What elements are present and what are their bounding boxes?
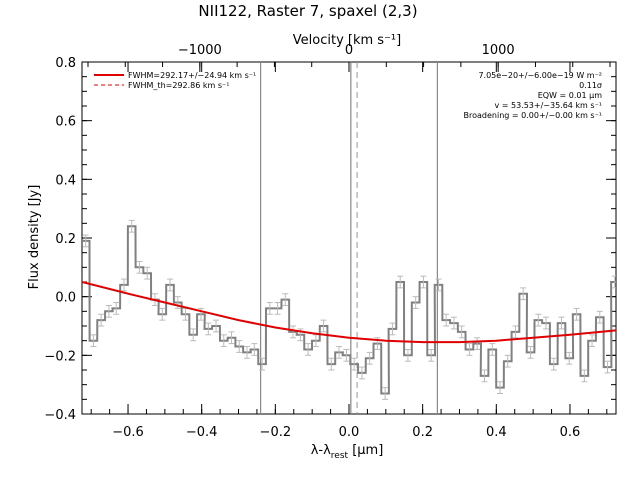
legend-label: FWHM_th=292.86 km s⁻¹	[128, 81, 229, 90]
legend-label: FWHM=292.17+/−24.94 km s⁻¹	[128, 71, 256, 80]
annotation-line: v = 53.53+/−35.64 km s⁻¹	[494, 101, 602, 110]
top-axis-label: Velocity [km s⁻¹]	[293, 33, 401, 48]
fit-curve	[82, 281, 616, 344]
y-tick-label: 0.8	[55, 56, 76, 71]
y-tick-label: 0.4	[55, 173, 76, 188]
y-tick-label: −0.4	[44, 408, 76, 423]
annotation-line: EQW = 0.01 μm	[538, 91, 602, 100]
annotation-line: 7.05e−20+/−6.00e−19 W m⁻²	[478, 71, 602, 80]
x-tick-label: 0.6	[560, 425, 581, 440]
annotation-line: 0.11σ	[579, 81, 602, 90]
chart-title: NII122, Raster 7, spaxel (2,3)	[198, 2, 417, 20]
x-axis-label-unit: [μm]	[348, 443, 383, 458]
y-tick-label: 0.2	[55, 232, 76, 247]
y-axis-label: Flux density [Jy]	[27, 185, 42, 290]
x-tick-label: −0.2	[260, 425, 292, 440]
top-tick-label: 0	[345, 43, 353, 58]
x-tick-label: −0.6	[112, 425, 144, 440]
x-axis-label-prefix: λ-λ	[311, 443, 331, 458]
x-tick-label: −0.4	[186, 425, 218, 440]
top-tick-label: 1000	[482, 43, 515, 58]
x-axis-label: λ-λrest [μm]	[311, 443, 384, 461]
y-tick-label: 0.6	[55, 115, 76, 130]
y-tick-label: 0.0	[55, 291, 76, 306]
annotation-line: Broadening = 0.00+/−0.00 km s⁻¹	[464, 111, 602, 120]
top-tick-label: −1000	[178, 43, 222, 58]
spectrum-step-line	[82, 225, 616, 395]
x-tick-label: 0.0	[339, 425, 360, 440]
x-tick-label: 0.4	[486, 425, 507, 440]
plot-area	[82, 62, 616, 414]
x-axis-label-sub: rest	[331, 451, 349, 461]
x-tick-label: 0.2	[412, 425, 433, 440]
y-tick-label: −0.2	[44, 349, 76, 364]
